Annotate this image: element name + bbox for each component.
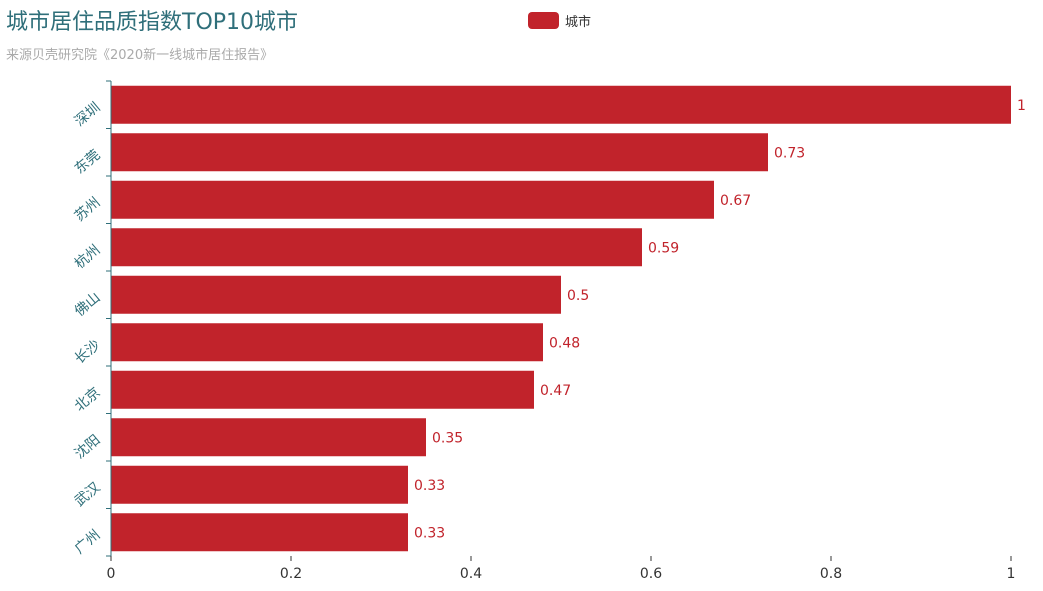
x-tick-label: 0 bbox=[107, 566, 116, 582]
chart-title: 城市居住品质指数TOP10城市 bbox=[6, 10, 299, 35]
chart-subtitle: 来源贝壳研究院《2020新一线城市居住报告》 bbox=[6, 48, 274, 63]
bar-北京 bbox=[111, 370, 534, 409]
category-label: 佛山 bbox=[72, 290, 104, 320]
bar-佛山 bbox=[111, 275, 561, 314]
bar-沈阳 bbox=[111, 418, 426, 457]
category-label: 沈阳 bbox=[72, 432, 104, 462]
bar-value-label: 0.33 bbox=[414, 525, 445, 541]
bar-深圳 bbox=[111, 85, 1011, 124]
bar-东莞 bbox=[111, 133, 768, 172]
bar-value-label: 0.5 bbox=[567, 288, 589, 304]
bar-value-label: 1 bbox=[1017, 98, 1026, 114]
x-tick-label: 0.8 bbox=[820, 566, 842, 582]
bar-value-label: 0.59 bbox=[648, 240, 679, 256]
bar-苏州 bbox=[111, 180, 714, 219]
bar-广州 bbox=[111, 513, 408, 552]
x-tick-label: 0.2 bbox=[280, 566, 302, 582]
x-tick-label: 0.6 bbox=[640, 566, 662, 582]
bar-杭州 bbox=[111, 228, 642, 267]
category-label: 长沙 bbox=[72, 337, 104, 367]
legend[interactable]: 城市 bbox=[528, 11, 591, 30]
bar-长沙 bbox=[111, 323, 543, 362]
category-label: 广州 bbox=[72, 527, 104, 557]
legend-swatch bbox=[528, 12, 559, 29]
category-label: 北京 bbox=[72, 385, 104, 415]
category-label: 武汉 bbox=[72, 480, 104, 510]
bar-value-label: 0.67 bbox=[720, 193, 751, 209]
bar-武汉 bbox=[111, 465, 408, 504]
category-label: 杭州 bbox=[72, 242, 104, 272]
category-label: 深圳 bbox=[72, 100, 104, 130]
bar-value-label: 0.73 bbox=[774, 145, 805, 161]
x-tick-label: 1 bbox=[1007, 566, 1016, 582]
bar-value-label: 0.47 bbox=[540, 383, 571, 399]
category-label: 东莞 bbox=[72, 147, 104, 177]
bar-value-label: 0.33 bbox=[414, 478, 445, 494]
category-label: 苏州 bbox=[72, 195, 104, 225]
legend-label: 城市 bbox=[565, 15, 592, 30]
x-tick-label: 0.4 bbox=[460, 566, 482, 582]
bar-value-label: 0.35 bbox=[432, 430, 463, 446]
bar-value-label: 0.48 bbox=[549, 335, 580, 351]
